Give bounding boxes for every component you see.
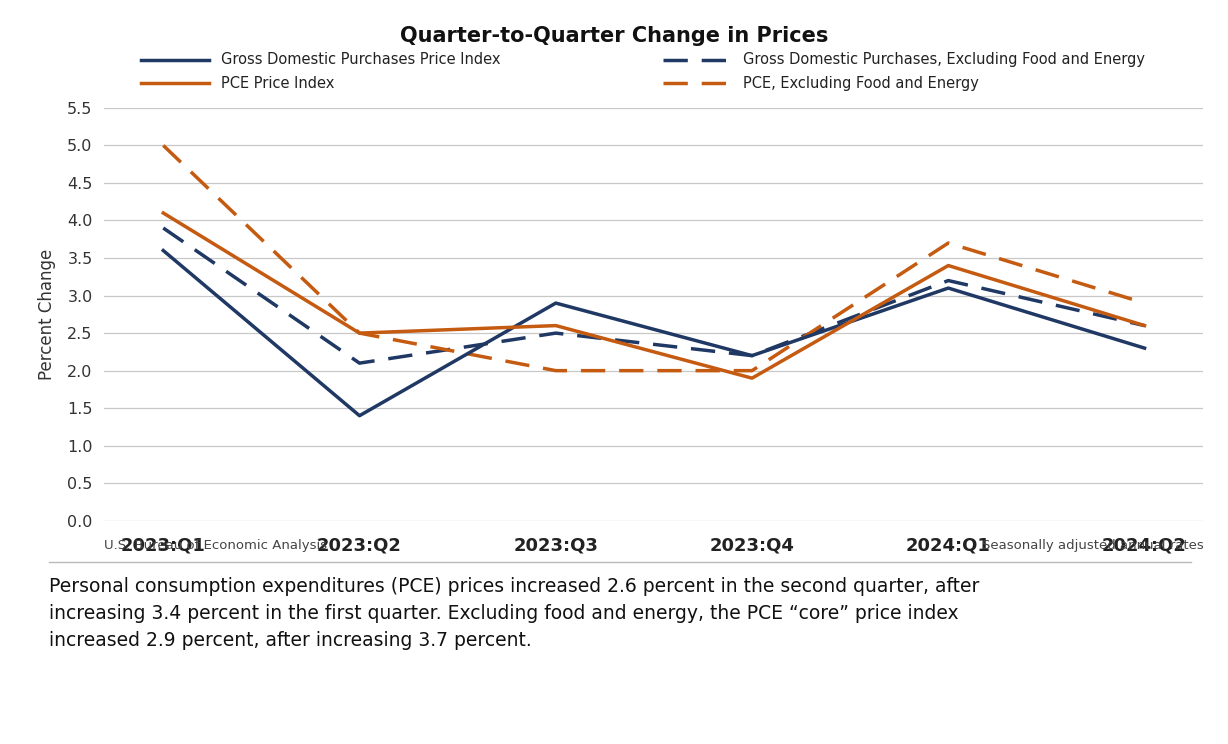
Text: PCE Price Index: PCE Price Index — [221, 76, 334, 91]
Text: Quarter-to-Quarter Change in Prices: Quarter-to-Quarter Change in Prices — [400, 26, 828, 46]
Text: Gross Domestic Purchases, Excluding Food and Energy: Gross Domestic Purchases, Excluding Food… — [743, 52, 1144, 67]
Text: U.S. Bureau of Economic Analysis: U.S. Bureau of Economic Analysis — [104, 539, 328, 552]
Text: Seasonally adjusted annual rates: Seasonally adjusted annual rates — [981, 539, 1203, 552]
Text: Gross Domestic Purchases Price Index: Gross Domestic Purchases Price Index — [221, 52, 501, 67]
Text: Personal consumption expenditures (PCE) prices increased 2.6 percent in the seco: Personal consumption expenditures (PCE) … — [49, 577, 980, 650]
Text: PCE, Excluding Food and Energy: PCE, Excluding Food and Energy — [743, 76, 979, 91]
Y-axis label: Percent Change: Percent Change — [38, 248, 56, 380]
